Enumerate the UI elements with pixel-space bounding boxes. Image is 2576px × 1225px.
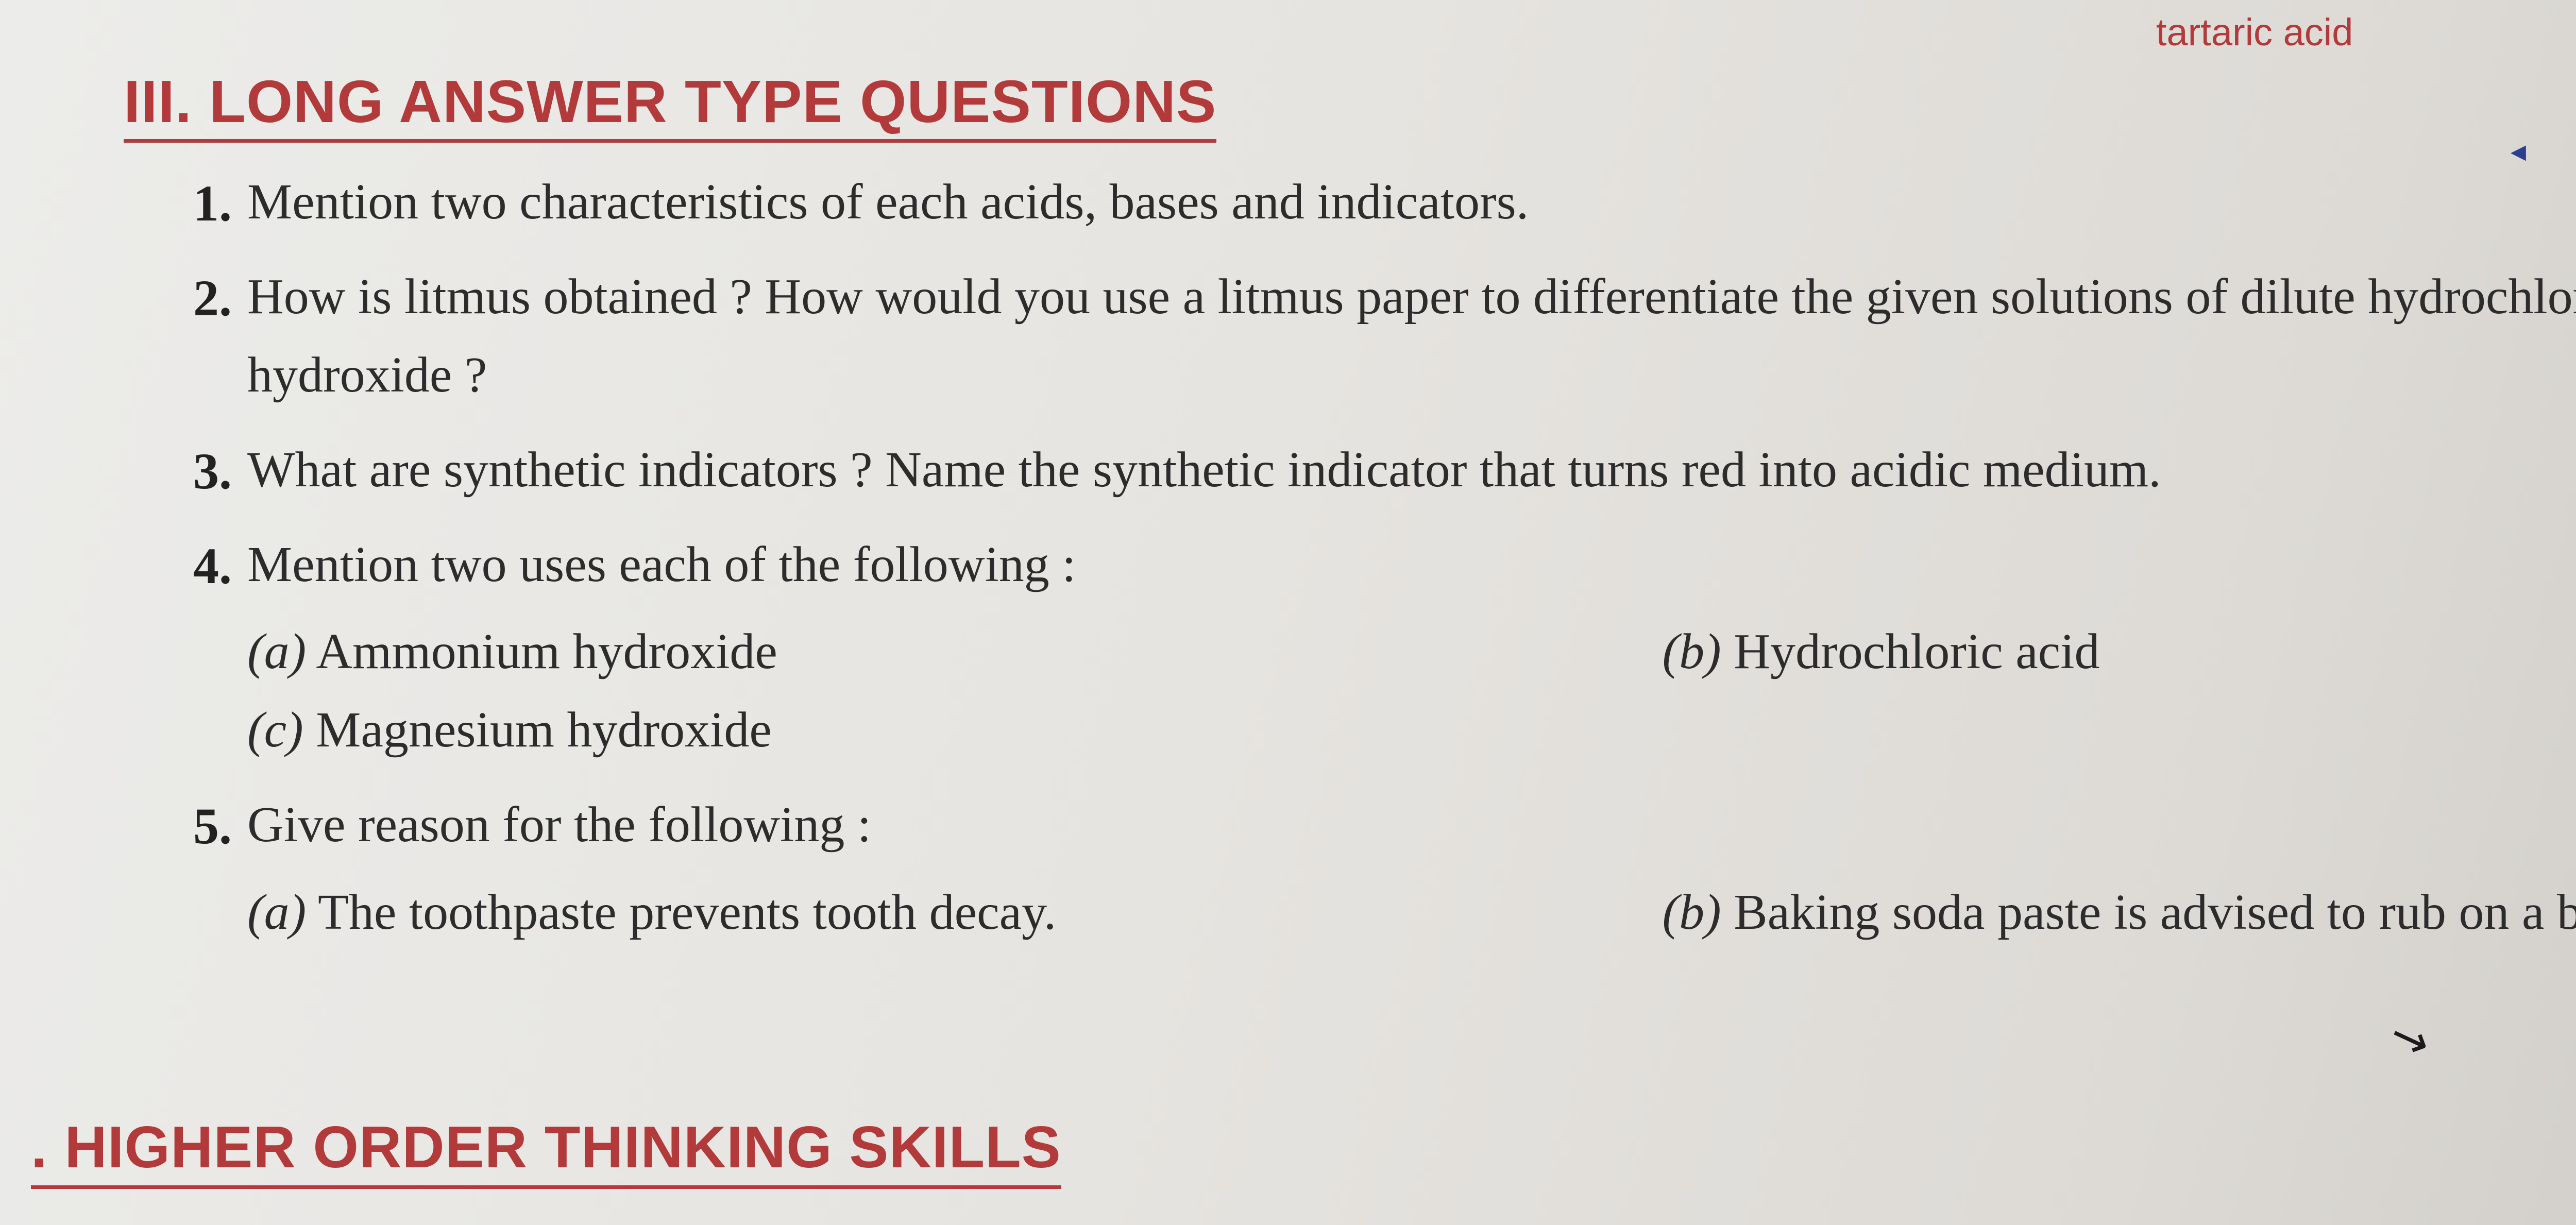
question-4: Mention two uses each of the following :… xyxy=(155,526,2576,770)
textbook-page: tartaric acid .solution ◂ Knowledge Appl… xyxy=(0,0,2576,1225)
q4a-label: (a) xyxy=(247,624,306,679)
question-3: What are synthetic indicators ? Name the… xyxy=(155,431,2576,509)
section-3-heading: III. LONG ANSWER TYPE QUESTIONS xyxy=(124,67,1216,143)
question-4-text: Mention two uses each of the following : xyxy=(247,537,1076,592)
q4c-text: Magnesium hydroxide xyxy=(316,702,772,758)
top-label-left: tartaric acid xyxy=(2156,10,2353,54)
q5a-label: (a) xyxy=(247,884,306,940)
q5b-label: (b) xyxy=(1663,884,1721,940)
question-1: Mention two characteristics of each acid… xyxy=(155,163,2576,242)
question-5-text: Give reason for the following : xyxy=(247,797,871,853)
question-2-text: How is litmus obtained ? How would you u… xyxy=(247,269,2576,403)
q4b-label: (b) xyxy=(1663,624,1721,679)
q4a-text: Ammonium hydroxide xyxy=(316,624,777,679)
top-margin-labels: tartaric acid .solution xyxy=(2156,10,2576,54)
question-5-part-b: (b) Baking soda paste is advised to rub … xyxy=(1663,874,2576,952)
section-3-number: III. xyxy=(124,68,192,135)
question-4-parts: (a) Ammonium hydroxide (b) Hydrochloric … xyxy=(247,613,2576,770)
long-answer-question-list: Mention two characteristics of each acid… xyxy=(155,163,2576,952)
q4c-label: (c) xyxy=(247,702,303,758)
q4b-text: Hydrochloric acid xyxy=(1734,624,2099,679)
q5b-text: Baking soda paste is advised to rub on a… xyxy=(1734,884,2576,940)
question-4-part-c: (c) Magnesium hydroxide xyxy=(247,691,1663,770)
question-5: Give reason for the following : (a) The … xyxy=(155,786,2576,952)
section-4-prefix: . xyxy=(31,1115,48,1180)
handwritten-mark-icon: ↘ xyxy=(2381,1006,2436,1070)
question-2: How is litmus obtained ? How would you u… xyxy=(155,258,2576,415)
section-4-title: HIGHER ORDER THINKING SKILLS xyxy=(64,1115,1061,1180)
question-5-parts: (a) The toothpaste prevents tooth decay.… xyxy=(247,874,2576,952)
question-4-part-b: (b) Hydrochloric acid xyxy=(1663,613,2576,691)
question-4-part-a: (a) Ammonium hydroxide xyxy=(247,613,1663,691)
question-3-text: What are synthetic indicators ? Name the… xyxy=(247,442,2161,498)
q5a-text: The toothpaste prevents tooth decay. xyxy=(318,884,1056,940)
question-5-part-a: (a) The toothpaste prevents tooth decay. xyxy=(247,874,1663,952)
section-3-title: LONG ANSWER TYPE QUESTIONS xyxy=(209,68,1216,135)
question-1-text: Mention two characteristics of each acid… xyxy=(247,174,1529,230)
section-4-heading: . HIGHER ORDER THINKING SKILLS xyxy=(31,1114,1061,1189)
